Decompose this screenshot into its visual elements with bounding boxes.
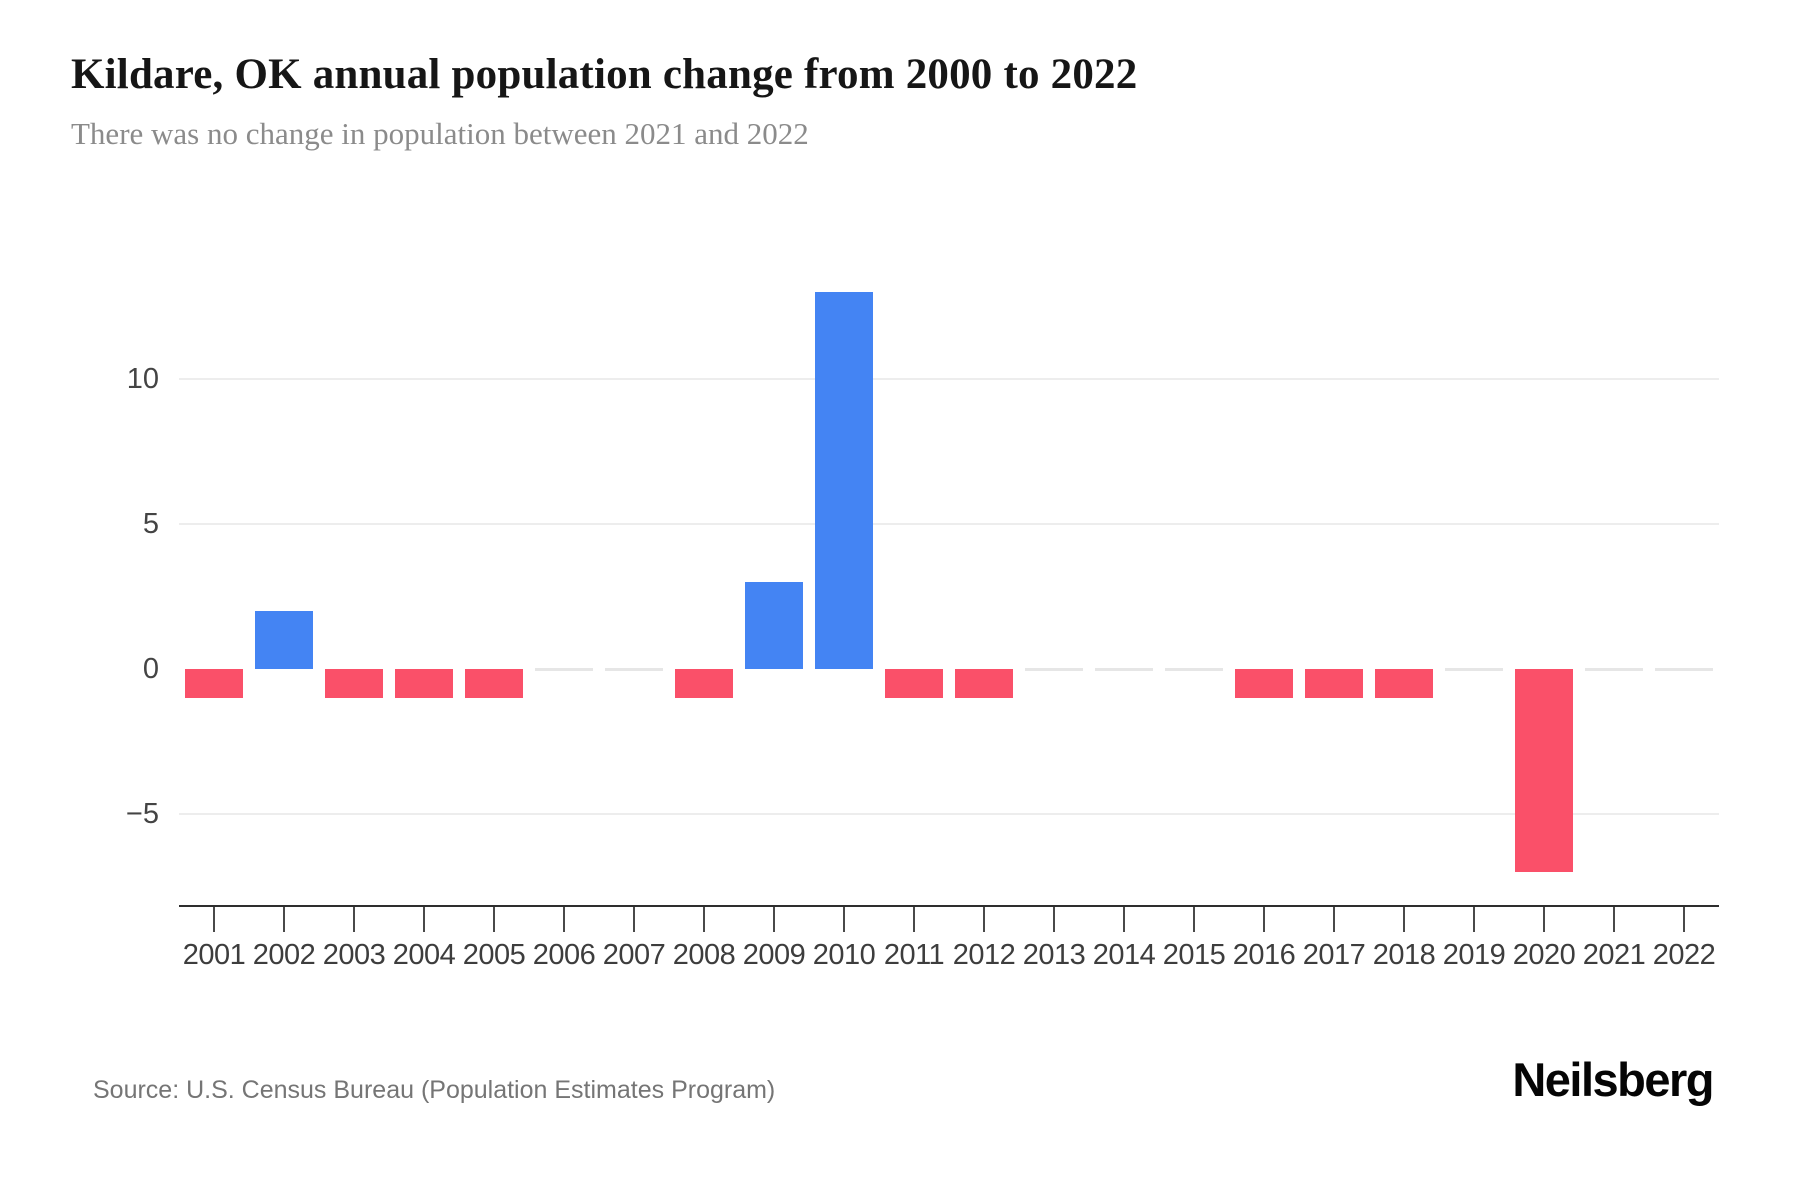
zero-bar-2021[interactable]: [1585, 667, 1643, 671]
x-axis-label-2021: 2021: [1582, 939, 1646, 971]
bar-2008[interactable]: [675, 669, 733, 698]
x-axis-tick-2007: [633, 907, 635, 932]
bar-2005[interactable]: [465, 669, 523, 698]
bar-2003[interactable]: [325, 669, 383, 698]
x-axis-tick-2011: [913, 907, 915, 932]
chart-title: Kildare, OK annual population change fro…: [71, 51, 1138, 98]
x-axis-tick-2010: [843, 907, 845, 932]
x-axis-label-2002: 2002: [252, 939, 316, 971]
x-axis-tick-2004: [423, 907, 425, 932]
bar-2001[interactable]: [185, 669, 243, 698]
x-axis-tick-2013: [1053, 907, 1055, 932]
source-note: Source: U.S. Census Bureau (Population E…: [93, 1076, 776, 1104]
bar-2009[interactable]: [745, 582, 803, 669]
x-axis-line: [179, 905, 1719, 907]
x-axis-tick-2022: [1683, 907, 1685, 932]
zero-bar-2019[interactable]: [1445, 667, 1503, 671]
bar-2016[interactable]: [1235, 669, 1293, 698]
x-axis-label-2006: 2006: [532, 939, 596, 971]
x-axis-tick-2003: [353, 907, 355, 932]
x-axis-label-2004: 2004: [392, 939, 456, 971]
zero-bar-2022[interactable]: [1655, 667, 1713, 671]
x-axis-tick-2017: [1333, 907, 1335, 932]
x-axis-label-2007: 2007: [602, 939, 666, 971]
bar-2004[interactable]: [395, 669, 453, 698]
bar-2020[interactable]: [1515, 669, 1573, 872]
y-axis-label--5: −5: [125, 798, 159, 830]
x-axis-label-2019: 2019: [1442, 939, 1506, 971]
x-axis-label-2015: 2015: [1162, 939, 1226, 971]
zero-bar-2006[interactable]: [535, 667, 593, 671]
x-axis-label-2003: 2003: [322, 939, 386, 971]
y-axis-label-10: 10: [126, 363, 159, 395]
x-axis-label-2017: 2017: [1302, 939, 1366, 971]
x-axis-tick-2015: [1193, 907, 1195, 932]
bar-2018[interactable]: [1375, 669, 1433, 698]
x-axis-tick-2019: [1473, 907, 1475, 932]
zero-bar-2015[interactable]: [1165, 667, 1223, 671]
x-axis-label-2020: 2020: [1512, 939, 1576, 971]
zero-bar-2007[interactable]: [605, 667, 663, 671]
y-axis-label-0: 0: [142, 653, 159, 685]
x-axis-label-2005: 2005: [462, 939, 526, 971]
x-axis-label-2013: 2013: [1022, 939, 1086, 971]
x-axis-label-2012: 2012: [952, 939, 1016, 971]
x-axis-tick-2005: [493, 907, 495, 932]
zero-bar-2013[interactable]: [1025, 667, 1083, 671]
x-axis-tick-2014: [1123, 907, 1125, 932]
x-axis-label-2011: 2011: [883, 939, 945, 971]
plot-area: −5 0 5 10 2001 2002 2003 2004 2005 2006 2007 2008 20…: [126, 270, 1719, 971]
y-axis-label-5: 5: [142, 508, 159, 540]
x-axis-tick-2009: [773, 907, 775, 932]
x-axis-tick-2001: [213, 907, 215, 932]
x-axis-tick-2002: [283, 907, 285, 932]
gridline-y5: [179, 523, 1719, 525]
x-axis-tick-2008: [703, 907, 705, 932]
bar-2012[interactable]: [955, 669, 1013, 698]
x-axis-label-2018: 2018: [1372, 939, 1436, 971]
x-axis-label-2016: 2016: [1232, 939, 1296, 971]
x-axis-tick-2020: [1543, 907, 1545, 932]
x-axis-label-2008: 2008: [672, 939, 736, 971]
gridline-y-5: [179, 813, 1719, 815]
bar-2017[interactable]: [1305, 669, 1363, 698]
x-axis-tick-2006: [563, 907, 565, 932]
x-axis-label-2009: 2009: [742, 939, 806, 971]
x-axis-tick-2016: [1263, 907, 1265, 932]
bar-2002[interactable]: [255, 611, 313, 669]
gridline-y10: [179, 378, 1719, 380]
brand-logo[interactable]: Neilsberg: [1512, 1053, 1714, 1106]
x-axis-tick-2012: [983, 907, 985, 932]
x-axis-tick-2018: [1403, 907, 1405, 932]
bar-2011[interactable]: [885, 669, 943, 698]
chart-subtitle: There was no change in population betwee…: [71, 116, 809, 151]
x-axis-tick-2021: [1613, 907, 1615, 932]
x-axis-label-2010: 2010: [812, 939, 876, 971]
zero-bar-2014[interactable]: [1095, 667, 1153, 671]
x-axis-label-2001: 2001: [182, 939, 246, 971]
bar-2010[interactable]: [815, 292, 873, 669]
x-axis-label-2022: 2022: [1652, 939, 1716, 971]
x-axis-label-2014: 2014: [1092, 939, 1156, 971]
